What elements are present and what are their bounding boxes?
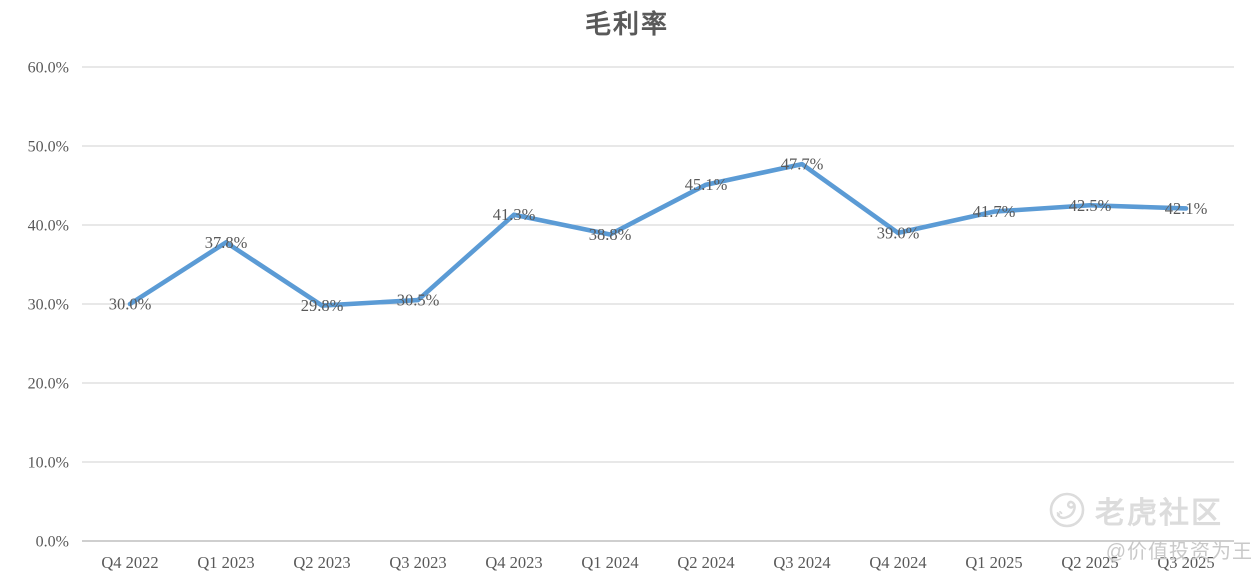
y-tick-label: 10.0% bbox=[28, 455, 69, 472]
data-point-label: 30.5% bbox=[397, 291, 440, 310]
x-axis-label: Q2 2023 bbox=[293, 553, 350, 572]
data-point-label: 42.1% bbox=[1165, 199, 1208, 218]
y-tick-label: 20.0% bbox=[28, 376, 69, 393]
y-tick-label: 30.0% bbox=[28, 297, 69, 314]
watermark-brand: 老虎社区 bbox=[1048, 488, 1223, 532]
data-point-label: 29.8% bbox=[301, 296, 344, 315]
y-tick-label: 40.0% bbox=[28, 218, 69, 235]
y-tick-label: 0.0% bbox=[36, 534, 69, 551]
data-point-label: 45.1% bbox=[685, 175, 728, 194]
x-axis-label: Q1 2025 bbox=[965, 553, 1022, 572]
data-series-line bbox=[127, 161, 1189, 308]
x-axis-label: Q2 2025 bbox=[1061, 553, 1118, 572]
x-axis-label: Q4 2022 bbox=[101, 553, 158, 572]
x-axis-label: Q3 2025 bbox=[1157, 553, 1214, 572]
x-axis-label: Q4 2023 bbox=[485, 553, 542, 572]
x-axis-label: Q3 2023 bbox=[389, 553, 446, 572]
x-axis-label: Q3 2024 bbox=[773, 553, 830, 572]
y-tick-label: 50.0% bbox=[28, 139, 69, 156]
data-point-label: 41.3% bbox=[493, 205, 536, 224]
data-point-label: 41.7% bbox=[973, 202, 1016, 221]
tiger-circle-icon bbox=[1049, 492, 1085, 528]
y-tick-label: 60.0% bbox=[28, 60, 69, 77]
chart-title: 毛利率 bbox=[584, 10, 669, 39]
watermark-handle-text: @价值投资为王 bbox=[1105, 541, 1253, 563]
data-point-label: 30.0% bbox=[109, 295, 152, 314]
data-point-label: 38.8% bbox=[589, 225, 632, 244]
x-axis-label: Q4 2024 bbox=[869, 553, 926, 572]
data-point-label: 47.7% bbox=[781, 155, 824, 174]
x-axis-label: Q1 2023 bbox=[197, 553, 254, 572]
x-axis-label: Q2 2024 bbox=[677, 553, 734, 572]
data-point-label: 42.5% bbox=[1069, 196, 1112, 215]
data-point-label: 39.0% bbox=[877, 223, 920, 242]
watermark-brand-text: 老虎社区 bbox=[1095, 497, 1223, 530]
data-point-label: 37.8% bbox=[205, 233, 248, 252]
x-axis-label: Q1 2024 bbox=[581, 553, 638, 572]
